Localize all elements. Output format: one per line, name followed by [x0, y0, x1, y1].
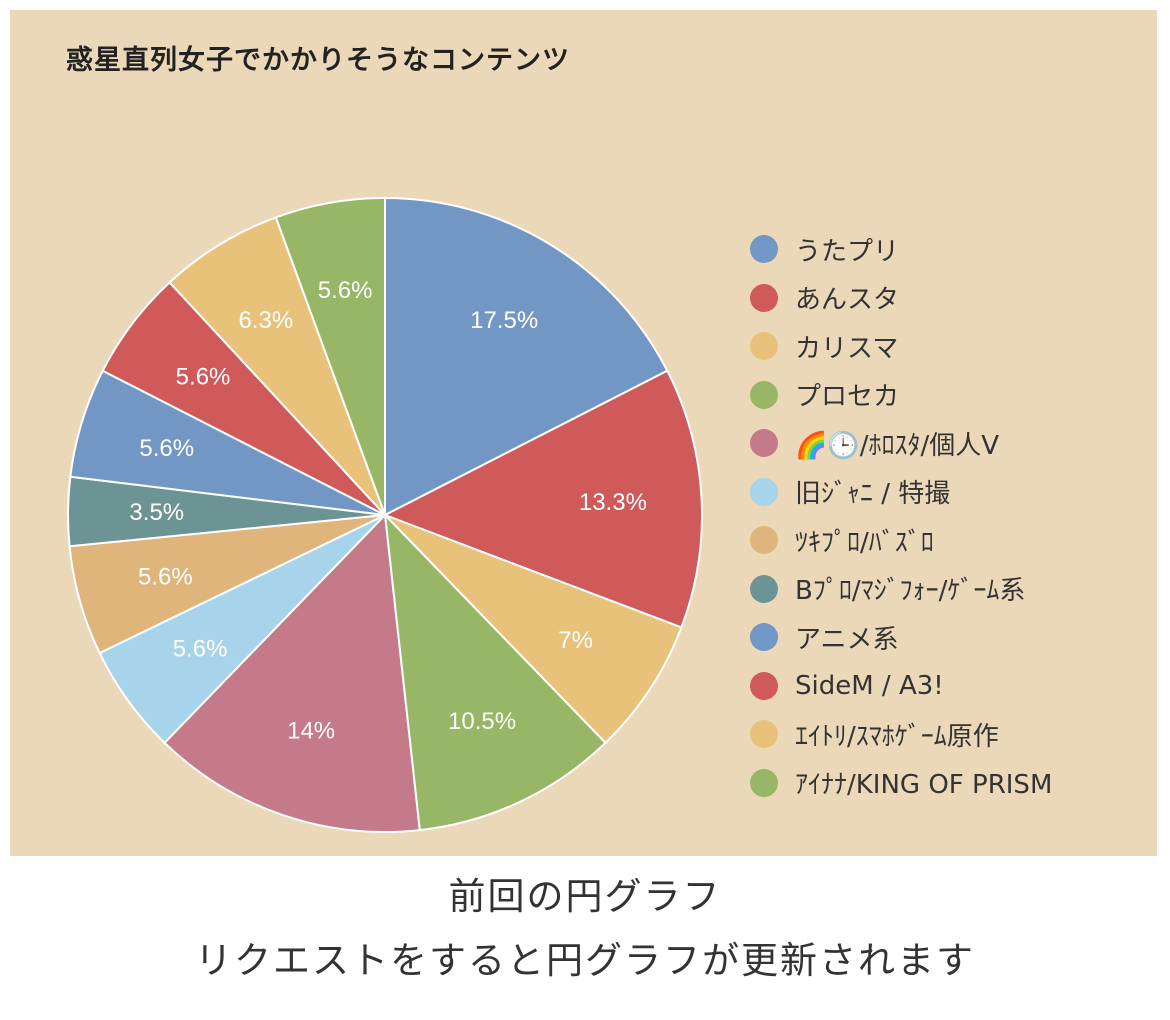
slice-value-label-7: 5.6%	[138, 563, 193, 590]
legend-label: SideM / A3!	[795, 670, 944, 701]
legend-swatch	[750, 429, 778, 458]
legend-label: ﾂｷﾌﾟﾛ/ﾊﾞｽﾞﾛ	[795, 527, 934, 558]
legend-item: あんスタ	[750, 274, 1052, 323]
caption-request-note: リクエストをすると円グラフが更新されます	[195, 939, 975, 982]
legend-item: Bﾌﾟﾛ/ﾏｼﾞﾌｫｰ/ｹﾞｰﾑ系	[750, 565, 1052, 614]
caption-previous-chart: 前回の円グラフ	[448, 875, 722, 918]
slice-value-label-4: 10.5%	[448, 708, 516, 735]
pie-slice-3	[384, 514, 683, 745]
legend-item: アニメ系	[750, 613, 1052, 662]
chart-title: 惑星直列女子でかかりそうなコンテンツ	[66, 45, 570, 76]
legend-swatch	[750, 671, 778, 700]
slice-value-label-8: 3.5%	[129, 499, 184, 526]
legend-label: アニメ系	[795, 624, 899, 655]
legend-item: カリスマ	[750, 322, 1052, 371]
legend-swatch	[750, 768, 778, 797]
legend-swatch	[750, 380, 778, 409]
slice-value-label-1: 17.5%	[470, 307, 538, 334]
legend-label: プロセカ	[795, 382, 900, 413]
slice-value-label-3: 7%	[558, 627, 593, 654]
legend-item: プロセカ	[750, 371, 1052, 420]
legend-item: うたプリ	[750, 225, 1052, 274]
legend-swatch	[750, 283, 778, 312]
legend-item: 🌈🕒/ﾎﾛｽﾀ/個人V	[750, 419, 1052, 468]
legend-swatch	[750, 574, 778, 603]
pie-chart: 17.5% 13.3% 7% 10.5% 14% 5.6% 5.6% 3.5% 5.6% 5.6%…	[67, 196, 703, 833]
legend-label: あんスタ	[795, 285, 900, 316]
pie-slice-12	[274, 196, 386, 516]
pie-slice-2	[382, 369, 703, 629]
legend-item: ｴｲﾄﾘ/ｽﾏﾎｹﾞｰﾑ原作	[750, 710, 1052, 759]
pie-slice-11	[168, 216, 386, 516]
legend-swatch	[750, 526, 778, 555]
legend-label: 🌈🕒/ﾎﾛｽﾀ/個人V	[795, 430, 1000, 461]
legend-swatch	[750, 235, 778, 264]
legend-label: カリスマ	[795, 333, 899, 364]
slice-value-label-5: 14%	[287, 717, 335, 744]
legend-swatch	[750, 720, 778, 749]
slice-value-label-12: 5.6%	[318, 277, 373, 304]
legend-label: うたプリ	[795, 236, 900, 267]
slice-value-label-9: 5.6%	[139, 435, 194, 462]
legend-item: ｱｲﾅﾅ/KING OF PRISM	[750, 759, 1052, 808]
chart-panel: 惑星直列女子でかかりそうなコンテンツ 17.5% 13.3% 7% 10.5% 14% 5…	[10, 10, 1157, 856]
legend-item: ﾂｷﾌﾟﾛ/ﾊﾞｽﾞﾛ	[750, 516, 1052, 565]
pie-slice-5	[163, 512, 421, 833]
slice-value-label-10: 5.6%	[176, 364, 231, 391]
legend-swatch	[750, 332, 778, 361]
pie-slice-4	[383, 512, 607, 832]
legend-item: 旧ｼﾞｬﾆ / 特撮	[750, 468, 1052, 517]
pie-slice-1	[384, 196, 669, 517]
slice-value-label-2: 13.3%	[579, 489, 647, 516]
legend-label: Bﾌﾟﾛ/ﾏｼﾞﾌｫｰ/ｹﾞｰﾑ系	[795, 576, 1026, 607]
legend-label: ｴｲﾄﾘ/ｽﾏﾎｹﾞｰﾑ原作	[795, 721, 999, 752]
slice-value-label-6: 5.6%	[173, 635, 228, 662]
legend-item: SideM / A3!	[750, 662, 1052, 711]
legend-swatch	[750, 477, 778, 506]
legend-label: 旧ｼﾞｬﾆ / 特撮	[795, 479, 951, 510]
slice-value-label-11: 6.3%	[239, 307, 294, 334]
legend-label: ｱｲﾅﾅ/KING OF PRISM	[795, 770, 1053, 801]
legend-swatch	[750, 623, 778, 652]
